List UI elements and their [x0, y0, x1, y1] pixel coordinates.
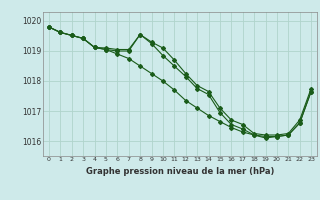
X-axis label: Graphe pression niveau de la mer (hPa): Graphe pression niveau de la mer (hPa) — [86, 167, 274, 176]
